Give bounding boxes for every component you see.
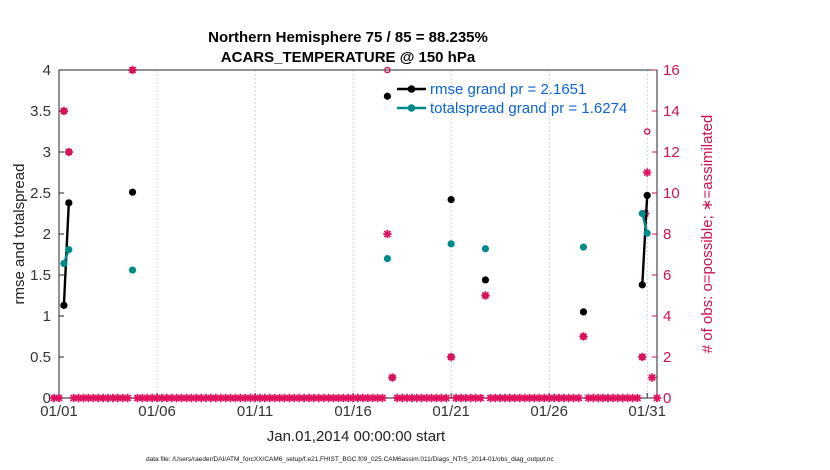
obs-possible-marker — [580, 333, 587, 340]
totalspread-point — [383, 255, 392, 263]
totalspread-point — [60, 259, 68, 268]
y-left-tick-label: 2.5 — [30, 185, 51, 202]
totalspread-point — [643, 229, 651, 237]
x-tick-label: 01/21 — [432, 403, 470, 420]
obs-assimilated-marker — [442, 393, 451, 403]
obs-possible-marker — [643, 128, 651, 135]
x-tick-label: 01/01 — [40, 403, 78, 420]
chart-title-line2: ACARS_TEMPERATURE @ 150 hPa — [221, 49, 476, 66]
obs-assimilated-marker — [476, 393, 485, 403]
y-right-tick-label: 4 — [663, 308, 671, 325]
x-tick-label: 01/11 — [237, 403, 273, 420]
y-left-tick-label: 2 — [43, 226, 51, 243]
x-axis-ticks: 01/01 01/06 01/11 01/16 01/21 01/26 01/31 — [40, 393, 666, 420]
chart-title-line1: Northern Hemisphere 75 / 85 = 88.235% — [208, 29, 488, 46]
y-left-tick-label: 0 — [43, 390, 51, 407]
obs-possible-marker — [389, 374, 396, 381]
plot-area-frame — [58, 69, 658, 399]
obs-possible-marker — [482, 292, 489, 299]
gridlines — [58, 70, 648, 398]
y-axis-left-ticks: 0 0.5 1 1.5 2 2.5 3 3.5 4 — [30, 62, 64, 407]
rmse-point — [579, 308, 588, 316]
totalspread-point — [128, 266, 137, 274]
y-right-tick-label: 12 — [663, 144, 680, 161]
obs-possible-marker — [65, 148, 73, 156]
y-axis-right-label: # of obs: o=possible; ∗=assimilated — [699, 115, 716, 354]
obs-possible-marker — [447, 353, 455, 361]
rmse-point — [128, 188, 137, 196]
series-marks — [60, 92, 651, 316]
y-right-tick-label: 6 — [663, 267, 671, 284]
obs-possible-marker — [384, 66, 391, 74]
obs-assimilated-marker — [54, 393, 64, 403]
y-left-tick-label: 3 — [43, 144, 51, 161]
totalspread-point — [65, 245, 73, 254]
legend-rmse-label: rmse grand pr = 2.1651 — [430, 81, 586, 98]
obs-assimilated-marker — [123, 393, 132, 403]
y-left-tick-label: 1 — [43, 308, 51, 325]
totalspread-point — [579, 243, 588, 251]
rmse-point — [643, 191, 651, 200]
rmse-point — [638, 281, 646, 289]
legend: rmse grand pr = 2.1651 totalspread grand… — [397, 81, 627, 117]
obs-count-markers — [49, 65, 662, 403]
obs-assimilated-marker — [647, 373, 657, 382]
y-right-tick-label: 16 — [663, 62, 680, 79]
obs-possible-marker — [60, 107, 68, 115]
legend-totalspread-marker — [407, 104, 416, 112]
obs-assimilated-marker — [642, 168, 652, 177]
obs-possible-marker — [129, 66, 136, 74]
y-right-tick-label: 0 — [663, 390, 671, 407]
legend-totalspread-label: totalspread grand pr = 1.6274 — [430, 100, 627, 117]
y-axis-right-ticks: 0 2 4 6 8 10 12 14 16 — [652, 62, 680, 407]
totalspread-point — [447, 240, 455, 248]
totalspread-point — [638, 209, 646, 218]
rmse-point — [60, 301, 68, 309]
obs-assimilated-marker — [633, 393, 642, 403]
x-axis-label: Jan.01,2014 00:00:00 start — [267, 428, 446, 445]
y-right-tick-label: 8 — [663, 226, 671, 243]
obs-assimilated-marker — [574, 393, 583, 403]
x-tick-label: 01/16 — [334, 403, 372, 420]
y-right-tick-label: 14 — [663, 103, 680, 120]
y-left-tick-label: 1.5 — [30, 267, 51, 284]
rmse-point — [481, 276, 490, 284]
obs-assimilated-marker — [652, 393, 662, 403]
rmse-segment — [641, 195, 649, 285]
totalspread-point — [481, 245, 490, 253]
y-axis-left-label: rmse and totalspread — [11, 164, 28, 305]
rmse-point — [383, 92, 392, 100]
obs-possible-marker — [638, 353, 646, 361]
x-tick-label: 01/31 — [628, 403, 666, 420]
rmse-point — [65, 199, 73, 207]
rmse-point — [447, 195, 455, 204]
x-tick-label: 01/06 — [138, 403, 176, 420]
legend-rmse-marker — [407, 85, 416, 93]
y-right-tick-label: 10 — [663, 185, 680, 202]
obs-assimilated-marker — [383, 229, 392, 239]
x-tick-label: 01/26 — [530, 403, 568, 420]
data-file-footer: data file: /Users/raeder/DAI/ATM_forcXX/… — [146, 456, 555, 463]
y-left-tick-label: 0.5 — [30, 349, 51, 366]
y-left-tick-label: 3.5 — [30, 103, 51, 120]
y-right-tick-label: 2 — [663, 349, 671, 366]
y-left-tick-label: 4 — [43, 62, 51, 79]
obs-assimilated-marker — [378, 393, 387, 403]
